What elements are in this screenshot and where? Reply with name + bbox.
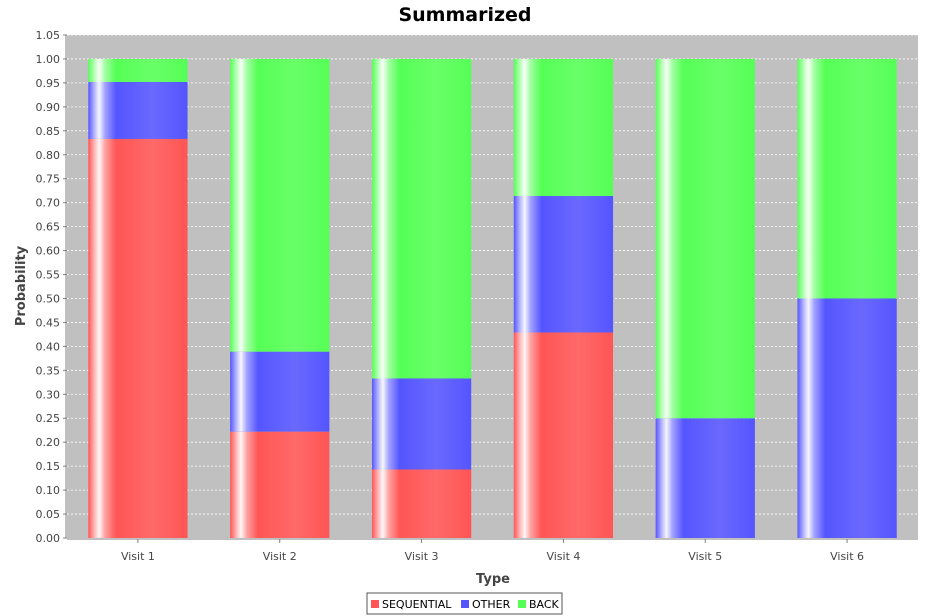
legend: SEQUENTIAL OTHER BACK <box>366 592 563 615</box>
y-tick-label: 0.85 <box>36 125 61 138</box>
x-tick-label: Visit 6 <box>830 550 864 563</box>
y-tick-label: 0.00 <box>36 532 61 545</box>
y-tick-label: 0.05 <box>36 508 61 521</box>
y-tick-label: 0.70 <box>36 197 61 210</box>
y-tick-label: 0.55 <box>36 269 61 282</box>
bars <box>88 58 897 538</box>
bar-highlight <box>230 58 330 352</box>
y-tick-label: 0.95 <box>36 77 61 90</box>
legend-swatch-back <box>518 600 526 608</box>
x-tick-label: Visit 5 <box>688 550 722 563</box>
bar-highlight <box>797 58 897 299</box>
legend-label-back: BACK <box>529 598 560 611</box>
y-tick-label: 0.50 <box>36 292 61 305</box>
bar-highlight <box>797 298 897 538</box>
y-tick-label: 0.65 <box>36 221 61 234</box>
bar-highlight <box>371 469 472 538</box>
legend-swatch-other <box>461 600 469 608</box>
x-axis-label: Type <box>476 572 510 587</box>
bar-highlight <box>88 81 188 139</box>
chart-title: Summarized <box>398 4 531 26</box>
bar-highlight <box>513 195 614 333</box>
y-tick-label: 0.75 <box>36 173 61 186</box>
y-tick-label: 0.35 <box>36 364 61 377</box>
y-tick-label: 1.00 <box>36 53 61 66</box>
bar-highlight <box>513 58 614 196</box>
grid-lines <box>67 34 918 515</box>
bar-highlight <box>655 418 755 538</box>
y-tick-label: 0.20 <box>36 436 61 449</box>
y-tick-label: 0.80 <box>36 149 61 162</box>
y-tick-label: 0.45 <box>36 316 61 329</box>
y-tick-label: 0.15 <box>36 460 61 473</box>
y-tick-label: 0.25 <box>36 412 61 425</box>
x-tick-label: Visit 2 <box>263 550 297 563</box>
y-tick-label: 0.30 <box>36 388 61 401</box>
plot-area <box>67 35 918 538</box>
x-tick-label: Visit 1 <box>121 550 155 563</box>
legend-label-sequential: SEQUENTIAL <box>382 598 452 611</box>
x-tick-label: Visit 3 <box>405 550 439 563</box>
bar-highlight <box>88 138 188 538</box>
bar-highlight <box>230 351 330 432</box>
legend-swatch-sequential <box>371 600 379 608</box>
x-axis: Visit 1 Visit 2 Visit 3 Visit 4 Visit 5 Visit… <box>67 538 918 563</box>
y-tick-label: 0.40 <box>36 340 61 353</box>
bar-highlight <box>513 332 614 538</box>
legend-label-other: OTHER <box>472 598 511 611</box>
bar-highlight <box>655 58 755 419</box>
y-axis-label: Probability <box>14 245 29 326</box>
bar-highlight <box>230 431 330 538</box>
y-tick-label: 1.05 <box>36 29 61 42</box>
bar-highlight <box>371 378 472 470</box>
x-tick-label: Visit 4 <box>546 550 580 563</box>
y-axis: 0.00 0.05 0.10 0.15 0.20 0.25 0.30 0.35 0.40 0.45… <box>36 29 67 545</box>
y-tick-label: 0.10 <box>36 484 61 497</box>
y-tick-label: 0.60 <box>36 245 61 258</box>
bar-highlight <box>371 58 472 379</box>
y-tick-label: 0.90 <box>36 101 61 114</box>
bar-highlight <box>88 58 188 82</box>
